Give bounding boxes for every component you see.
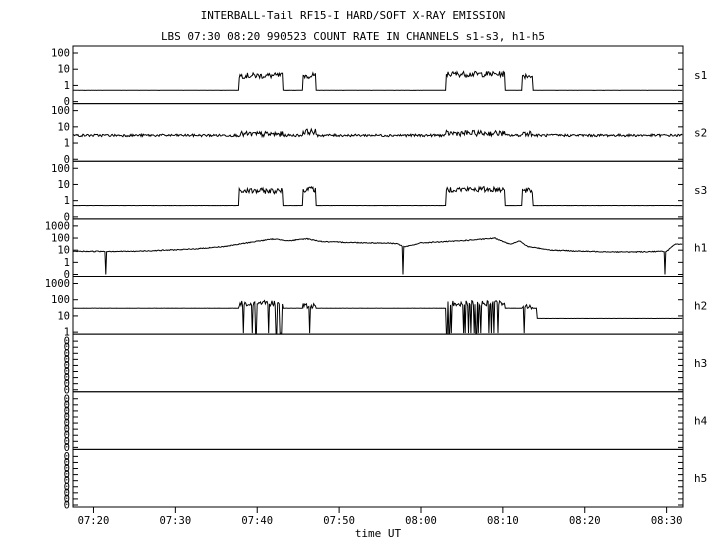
y-tick-label: 100 xyxy=(51,105,70,117)
y-tick-label: 0 xyxy=(64,475,70,487)
y-tick-label: 1 xyxy=(64,257,70,269)
x-tick-label: 08:00 xyxy=(405,515,437,527)
y-tick-label: 0 xyxy=(64,500,70,512)
y-tick-label: 1 xyxy=(64,138,70,150)
panel-label-h4: h4 xyxy=(694,415,708,428)
y-tick-label: 0 xyxy=(64,354,70,366)
x-tick-label: 08:20 xyxy=(569,515,601,527)
y-tick-label: 0 xyxy=(64,442,70,454)
y-tick-label: 10 xyxy=(57,245,70,257)
panel-label-s3: s3 xyxy=(694,184,707,197)
y-tick-label: 100 xyxy=(51,163,70,175)
series-line-s1 xyxy=(73,70,683,91)
y-tick-label: 1000 xyxy=(45,278,70,290)
panel-label-h3: h3 xyxy=(694,357,707,370)
y-tick-label: 0 xyxy=(64,366,70,378)
x-tick-label: 07:20 xyxy=(78,515,110,527)
panel-frame-h4 xyxy=(72,391,684,450)
x-tick-label: 07:40 xyxy=(241,515,273,527)
y-tick-label: 0 xyxy=(64,154,70,166)
y-tick-label: 0 xyxy=(64,360,70,372)
panel-frame-h5 xyxy=(72,448,684,508)
x-tick-label: 08:30 xyxy=(651,515,683,527)
series-line-h2 xyxy=(72,299,683,334)
x-axis-ticks: 07:20 07:30 07:40 07:50 08:00 08:10 08:20 08:30 xyxy=(78,507,683,527)
y-tick-label: 1000 xyxy=(45,220,70,232)
panel-frame-h3 xyxy=(72,333,684,393)
panel-frame-s3 xyxy=(72,160,684,220)
y-tick-label: 10 xyxy=(57,64,70,76)
y-tick-label: 0 xyxy=(64,342,70,354)
y-tick-label: 0 xyxy=(64,399,70,411)
y-tick-label: 1 xyxy=(64,80,70,92)
panel-label-s2: s2 xyxy=(694,126,707,139)
panel-frame-h1 xyxy=(72,218,684,277)
y-tick-label: 0 xyxy=(64,378,70,390)
y-tick-label: 0 xyxy=(64,411,70,423)
y-tick-label: 100 xyxy=(51,294,70,306)
y-tick-label: 0 xyxy=(64,348,70,360)
y-tick-label: 0 xyxy=(64,430,70,442)
x-tick-label: 07:50 xyxy=(323,515,355,527)
y-tick-label: 0 xyxy=(64,493,70,505)
panel-frame-s1 xyxy=(72,45,684,105)
x-tick-label: 08:10 xyxy=(487,515,519,527)
panel-label-h5: h5 xyxy=(694,472,707,485)
panel-label-s1: s1 xyxy=(694,69,707,82)
chart-title: INTERBALL-Tail RF15-I HARD/SOFT X-RAY EM… xyxy=(201,9,506,22)
series-line-h1 xyxy=(72,237,683,275)
y-tick-label: 0 xyxy=(64,96,70,108)
y-tick-label: 0 xyxy=(64,481,70,493)
y-tick-label: 0 xyxy=(64,487,70,499)
y-tick-label: 10 xyxy=(57,121,70,133)
series-line-s3 xyxy=(72,185,683,207)
panels-group: 1001010s11001010s21001010s310001001010h1… xyxy=(45,45,708,512)
y-tick-label: 0 xyxy=(64,436,70,448)
y-tick-label: 0 xyxy=(64,211,70,223)
y-tick-label: 0 xyxy=(64,269,70,281)
y-tick-label: 0 xyxy=(64,463,70,475)
y-tick-label: 100 xyxy=(51,48,70,60)
series-line-s2 xyxy=(72,127,683,139)
y-tick-label: 1 xyxy=(64,327,70,339)
y-tick-label: 0 xyxy=(64,405,70,417)
y-tick-label: 0 xyxy=(64,469,70,481)
y-tick-label: 100 xyxy=(51,233,70,245)
y-tick-label: 0 xyxy=(64,393,70,405)
y-tick-label: 0 xyxy=(64,424,70,436)
panel-label-h1: h1 xyxy=(694,242,707,255)
panel-h2: 1000 100 10 1 h2 xyxy=(45,276,707,339)
y-tick-label: 0 xyxy=(64,418,70,430)
y-tick-label: 10 xyxy=(57,179,70,191)
y-tick-label: 10 xyxy=(57,310,70,322)
y-tick-label: 1 xyxy=(64,195,70,207)
y-tick-label: 0 xyxy=(64,384,70,396)
y-tick-label: 0 xyxy=(64,457,70,469)
y-tick-label: 0 xyxy=(64,372,70,384)
panel-label-h2: h2 xyxy=(694,299,707,312)
chart-subtitle: LBS 07:30 08:20 990523 COUNT RATE IN CHA… xyxy=(161,30,545,43)
panel-frame-s2 xyxy=(72,103,684,162)
panel-frame-h2 xyxy=(72,276,684,335)
x-axis-label: time UT xyxy=(355,527,402,540)
y-tick-label: 0 xyxy=(64,336,70,348)
y-tick-label: 0 xyxy=(64,451,70,463)
x-tick-label: 07:30 xyxy=(160,515,192,527)
